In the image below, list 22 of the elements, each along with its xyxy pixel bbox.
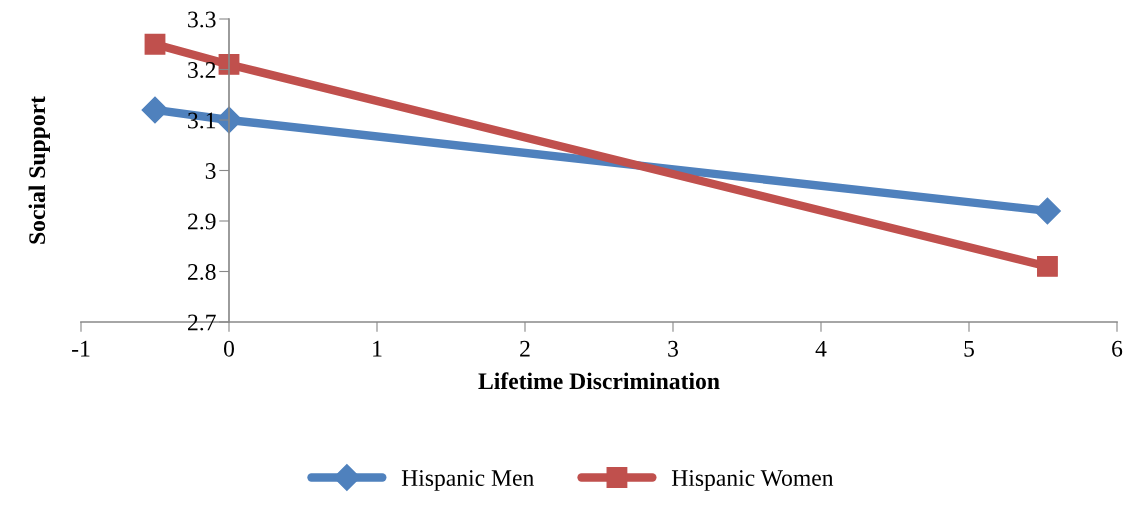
x-tick-label: 1	[373, 340, 382, 357]
point	[1033, 197, 1061, 225]
y-axis-title: Social Support	[28, 96, 50, 244]
y-tick-label: 3.2	[188, 62, 216, 79]
y-tick-label: 3.3	[188, 11, 216, 28]
y-tick-label: 2.8	[188, 263, 216, 281]
x-tick-label: 2	[520, 340, 530, 357]
x-tick-label: 4	[815, 340, 827, 357]
x-axis-title: Lifetime Discrimination	[478, 372, 720, 390]
y-tick-label: 2.7	[188, 314, 216, 331]
x-tick-label: 0	[224, 340, 234, 357]
point	[1037, 256, 1058, 277]
x-tick-label: 5	[964, 340, 974, 357]
y-tick-label: 3	[205, 163, 216, 179]
x-tick-label: 3	[668, 340, 678, 357]
y-tick-label: 2.9	[188, 213, 216, 230]
legend-label: Hispanic Women	[671, 470, 834, 491]
point	[144, 33, 166, 55]
legend-label: Hispanic Men	[401, 470, 534, 491]
x-tick-label: -1	[72, 340, 90, 357]
point	[141, 96, 169, 124]
x-tick-label: 6	[1112, 340, 1123, 357]
